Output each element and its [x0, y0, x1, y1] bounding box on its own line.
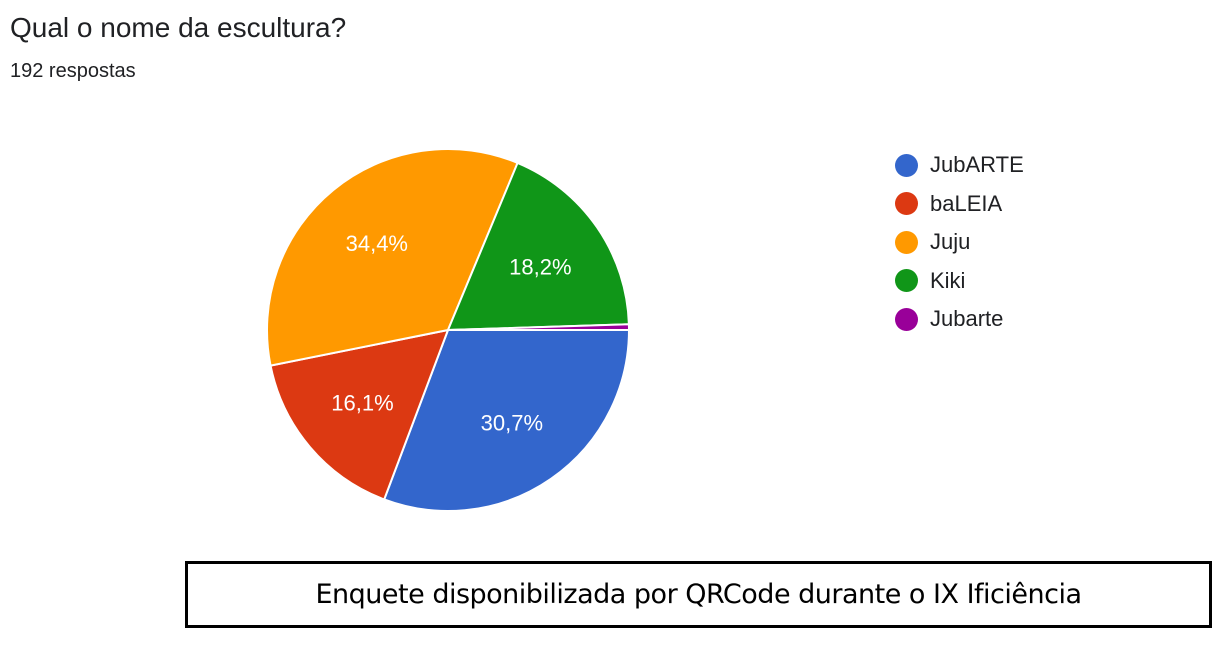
legend-item-juju[interactable]: Juju	[895, 223, 1024, 262]
pie-slice-jubarte[interactable]	[382, 329, 631, 512]
slice-percent-label: 34,4%	[346, 231, 408, 256]
legend-swatch-icon	[895, 192, 918, 216]
legend-swatch-icon	[895, 153, 918, 177]
response-count: 192 respostas	[10, 60, 136, 82]
caption-text: Enquete disponibilizada por QRCode duran…	[315, 579, 1083, 610]
pie-slice-baleia[interactable]	[269, 328, 450, 501]
caption-box: Enquete disponibilizada por QRCode duran…	[185, 561, 1212, 628]
slice-percent-label: 30,7%	[481, 410, 543, 435]
pie-slice-kiki[interactable]	[446, 161, 630, 332]
legend-swatch-icon	[895, 269, 918, 293]
legend-swatch-icon	[895, 307, 918, 331]
pie-slice-jubarte[interactable]	[447, 323, 631, 331]
legend-item-baleia[interactable]: baLEIA	[895, 185, 1024, 224]
slice-percent-label: 16,1%	[331, 391, 393, 416]
chart-title: Qual o nome da escultura?	[10, 12, 347, 43]
slice-percent-label: 18,2%	[509, 254, 571, 279]
legend-item-kiki[interactable]: Kiki	[895, 262, 1024, 301]
legend-swatch-icon	[895, 230, 918, 254]
legend-item-jubarte[interactable]: Jubarte	[895, 300, 1024, 339]
legend: JubARTE baLEIA Juju Kiki Jubarte	[895, 146, 1024, 339]
legend-item-jubarte-upper[interactable]: JubARTE	[895, 146, 1024, 185]
